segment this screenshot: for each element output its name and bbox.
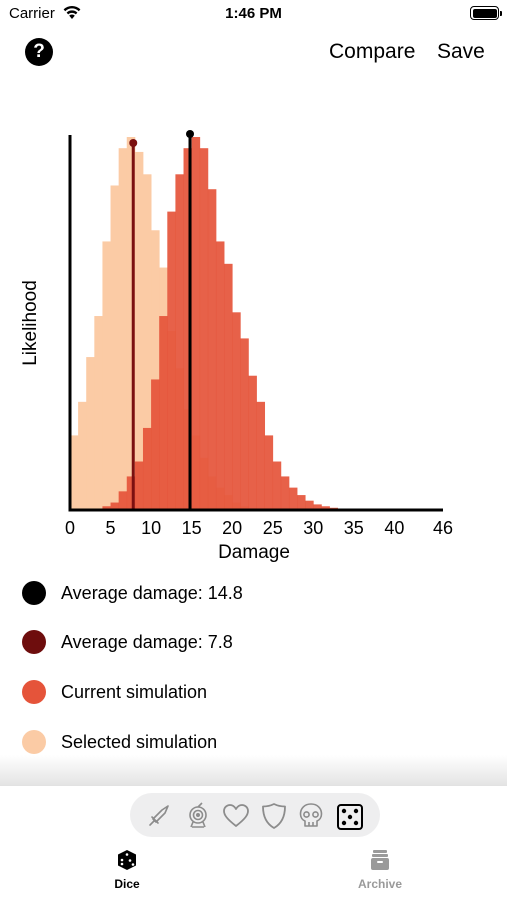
selected-simulation-bar (142, 174, 152, 511)
x-tick-label: 25 (263, 518, 283, 538)
average-selected-dot (129, 139, 138, 147)
selected-simulation-bar (126, 137, 136, 510)
legend-label: Current simulation (61, 682, 208, 702)
x-tick-label: 15 (182, 518, 202, 538)
current-simulation-bar (199, 148, 209, 510)
compare-button[interactable]: Compare (329, 40, 416, 63)
selected-simulation-bar (102, 241, 111, 510)
legend-label: Average damage: 7.8 (61, 632, 233, 652)
target-icon[interactable] (183, 801, 213, 831)
clock-label: 1:46 PM (225, 5, 282, 22)
skull-icon[interactable] (296, 801, 326, 831)
legend-label: Average damage: 14.8 (61, 583, 243, 603)
x-tick-label: 10 (141, 518, 161, 538)
current-simulation-bar (215, 241, 225, 510)
category-selector (130, 793, 380, 837)
current-simulation-bar (102, 506, 111, 510)
current-simulation-bar (175, 174, 184, 511)
x-tick-label: 46 (433, 518, 453, 538)
current-simulation-bar (118, 491, 128, 510)
carrier-label: Carrier (9, 5, 55, 22)
current-simulation-bar (264, 435, 274, 510)
average-current-dot (186, 130, 195, 138)
x-tick-label: 40 (384, 518, 404, 538)
help-button[interactable]: ? (25, 38, 53, 66)
save-button[interactable]: Save (437, 40, 485, 63)
legend-dot-black (22, 581, 46, 605)
shield-icon[interactable] (259, 801, 289, 831)
sword-icon[interactable] (144, 801, 174, 831)
current-simulation-bar (134, 461, 144, 510)
current-simulation-bar (256, 401, 266, 510)
current-simulation-bar (110, 502, 120, 510)
x-tick-label: 20 (222, 518, 242, 538)
dice-tab-icon (118, 850, 136, 870)
current-simulation-bar (240, 338, 249, 510)
x-tick-label: 30 (303, 518, 323, 538)
current-simulation-bar (183, 148, 193, 510)
legend-label: Selected simulation (61, 732, 218, 752)
current-simulation-bar (232, 312, 241, 510)
current-simulation-bar (224, 263, 233, 510)
histogram-svg: 0 5 10 15 20 25 30 35 40 46 Damage Likelihood (20, 130, 453, 563)
status-bar: Carrier 1:46 PM (0, 0, 507, 28)
current-simulation-bar (248, 375, 257, 510)
current-simulation-bar (272, 461, 282, 510)
dice-icon[interactable] (334, 801, 364, 831)
current-simulation-bar (191, 137, 201, 510)
current-simulation-bar (159, 316, 168, 510)
current-simulation-bar (207, 189, 217, 510)
toolbar-shadow (0, 755, 507, 785)
current-simulation-bar (305, 500, 314, 510)
selected-simulation-bar (86, 357, 95, 510)
selected-simulation-bar (78, 401, 87, 510)
x-tick-label: 5 (106, 518, 116, 538)
current-simulation-bar (288, 487, 298, 510)
current-simulation-bar (167, 211, 176, 510)
tab-dice[interactable]: Dice (87, 848, 167, 891)
current-simulation-bar (321, 506, 330, 510)
selected-simulation-bar (70, 435, 79, 510)
current-simulation-bar (151, 379, 160, 510)
selected-simulation-bar (110, 185, 120, 511)
selected-simulation-bar (151, 230, 160, 510)
current-simulation-bar (126, 476, 136, 510)
archive-tab-icon (371, 850, 389, 870)
current-simulation-bar (313, 504, 322, 510)
heart-icon[interactable] (221, 801, 251, 831)
x-tick-label: 35 (344, 518, 364, 538)
y-axis-label: Likelihood (20, 280, 41, 366)
tab-archive-label: Archive (357, 877, 403, 891)
legend-dot-darkred (22, 630, 46, 654)
legend-dot-peach (22, 730, 46, 754)
selected-simulation-bar (94, 316, 103, 510)
wifi-icon (62, 4, 82, 25)
damage-distribution-chart: 0 5 10 15 20 25 30 35 40 46 Damage Likelihood (0, 125, 507, 570)
x-tick-label: 0 (65, 518, 75, 538)
current-simulation-bar (297, 495, 306, 510)
x-axis-label: Damage (218, 542, 290, 563)
legend-dot-red (22, 680, 46, 704)
current-simulation-bar (142, 427, 152, 510)
selected-simulation-bar (134, 151, 144, 511)
battery-icon (470, 6, 502, 20)
current-simulation-bar (280, 476, 290, 510)
selected-simulation-bar (118, 148, 128, 510)
tab-archive[interactable]: Archive (340, 848, 420, 891)
tab-dice-label: Dice (114, 877, 140, 891)
